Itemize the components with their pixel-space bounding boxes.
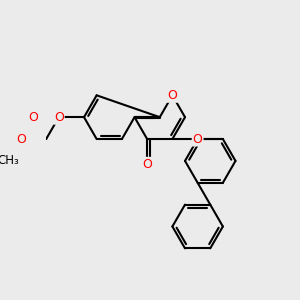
Text: O: O — [28, 111, 38, 124]
Text: O: O — [142, 158, 152, 171]
Text: O: O — [16, 133, 26, 146]
Text: O: O — [167, 89, 177, 102]
Text: O: O — [193, 133, 202, 146]
Text: CH₃: CH₃ — [0, 154, 19, 167]
Text: O: O — [54, 111, 64, 124]
